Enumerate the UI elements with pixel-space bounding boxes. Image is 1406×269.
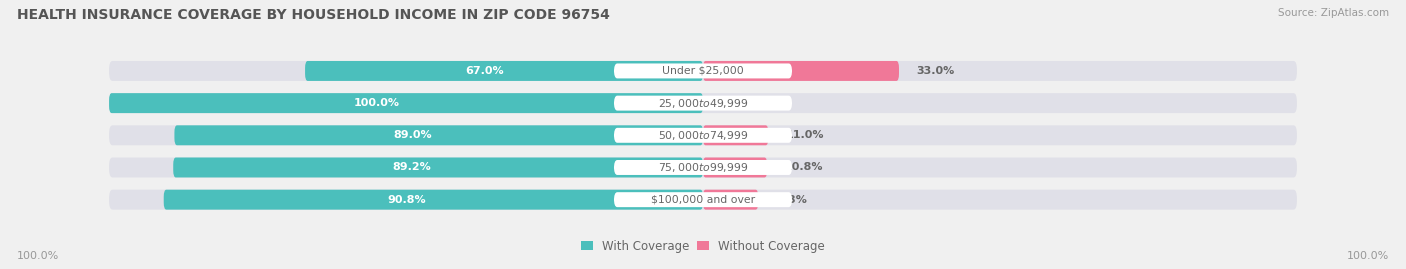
- FancyBboxPatch shape: [614, 96, 792, 111]
- Text: 90.8%: 90.8%: [387, 195, 426, 205]
- FancyBboxPatch shape: [703, 158, 768, 178]
- FancyBboxPatch shape: [703, 61, 898, 81]
- FancyBboxPatch shape: [174, 125, 703, 145]
- Text: 89.2%: 89.2%: [392, 162, 432, 172]
- Text: 100.0%: 100.0%: [1347, 251, 1389, 261]
- FancyBboxPatch shape: [110, 61, 1296, 81]
- FancyBboxPatch shape: [703, 125, 768, 145]
- FancyBboxPatch shape: [614, 160, 792, 175]
- Text: 33.0%: 33.0%: [917, 66, 955, 76]
- FancyBboxPatch shape: [614, 128, 792, 143]
- FancyBboxPatch shape: [614, 63, 792, 79]
- Text: 0.0%: 0.0%: [721, 98, 751, 108]
- FancyBboxPatch shape: [110, 158, 1296, 178]
- FancyBboxPatch shape: [173, 158, 703, 178]
- FancyBboxPatch shape: [110, 93, 703, 113]
- Text: $50,000 to $74,999: $50,000 to $74,999: [658, 129, 748, 142]
- FancyBboxPatch shape: [110, 190, 1296, 210]
- FancyBboxPatch shape: [614, 192, 792, 207]
- Text: $25,000 to $49,999: $25,000 to $49,999: [658, 97, 748, 110]
- Legend: With Coverage, Without Coverage: With Coverage, Without Coverage: [581, 240, 825, 253]
- Text: 100.0%: 100.0%: [17, 251, 59, 261]
- FancyBboxPatch shape: [703, 190, 758, 210]
- Text: 67.0%: 67.0%: [465, 66, 503, 76]
- Text: Source: ZipAtlas.com: Source: ZipAtlas.com: [1278, 8, 1389, 18]
- Text: Under $25,000: Under $25,000: [662, 66, 744, 76]
- Text: HEALTH INSURANCE COVERAGE BY HOUSEHOLD INCOME IN ZIP CODE 96754: HEALTH INSURANCE COVERAGE BY HOUSEHOLD I…: [17, 8, 610, 22]
- Text: 11.0%: 11.0%: [786, 130, 825, 140]
- Text: 100.0%: 100.0%: [353, 98, 399, 108]
- FancyBboxPatch shape: [110, 93, 1296, 113]
- Text: $100,000 and over: $100,000 and over: [651, 195, 755, 205]
- FancyBboxPatch shape: [163, 190, 703, 210]
- FancyBboxPatch shape: [110, 125, 1296, 145]
- Text: 9.3%: 9.3%: [776, 195, 807, 205]
- Text: 89.0%: 89.0%: [392, 130, 432, 140]
- FancyBboxPatch shape: [305, 61, 703, 81]
- Text: $75,000 to $99,999: $75,000 to $99,999: [658, 161, 748, 174]
- Text: 10.8%: 10.8%: [785, 162, 824, 172]
